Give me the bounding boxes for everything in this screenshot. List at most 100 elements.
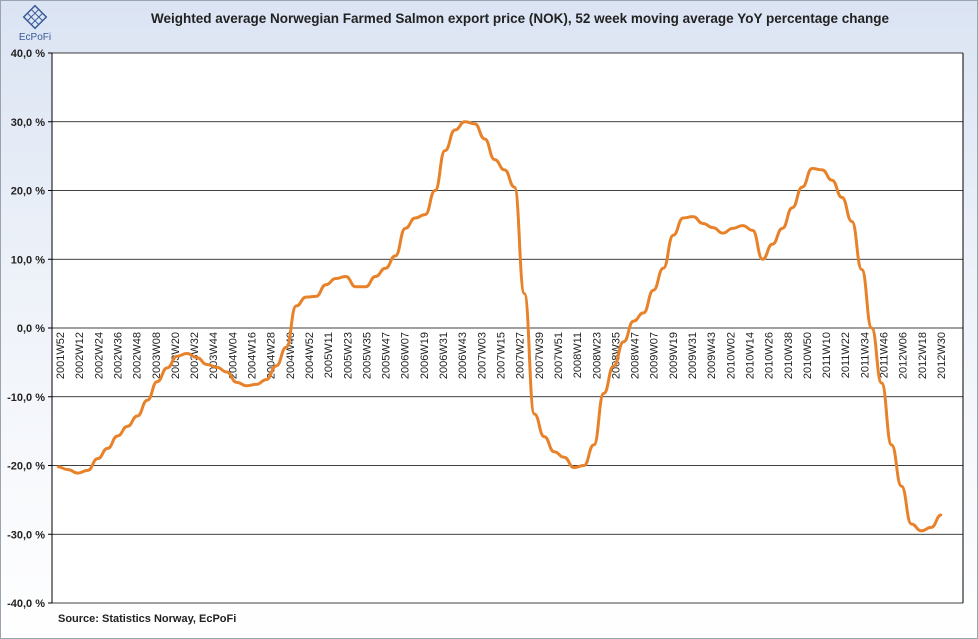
data-point xyxy=(56,465,60,469)
y-tick-label: -10,0 % xyxy=(7,392,45,404)
data-point xyxy=(771,242,774,246)
y-tick-label: 40,0 % xyxy=(11,48,45,60)
data-point xyxy=(562,456,566,459)
x-tick-label: 2005W23 xyxy=(342,332,354,379)
data-point xyxy=(285,346,288,349)
data-point xyxy=(423,213,427,216)
data-point xyxy=(453,128,457,132)
x-tick-label: 2003W32 xyxy=(189,332,201,379)
x-tick-label: 2008W35 xyxy=(610,332,622,379)
data-point xyxy=(294,304,298,308)
x-tick-label: 2007W39 xyxy=(534,332,546,379)
data-point xyxy=(344,275,347,278)
x-tick-label: 2011W22 xyxy=(840,332,852,378)
x-tick-label: 2004W52 xyxy=(304,332,316,379)
data-point xyxy=(374,275,377,278)
data-point xyxy=(721,231,725,235)
x-tick-label: 2002W48 xyxy=(132,332,144,379)
x-tick-label: 2002W12 xyxy=(74,332,86,379)
data-point xyxy=(354,285,357,288)
y-tick-label: 0,0 % xyxy=(17,323,45,335)
data-point xyxy=(414,216,417,220)
data-point xyxy=(900,484,903,488)
gridlines xyxy=(52,52,963,604)
x-tick-label: 2001W52 xyxy=(55,332,67,379)
x-tick-label: 2010W02 xyxy=(725,332,737,379)
data-point xyxy=(443,149,447,152)
x-tick-label: 2009W31 xyxy=(687,332,699,379)
y-tick-label: -30,0 % xyxy=(7,529,45,541)
data-point xyxy=(66,468,70,471)
data-point xyxy=(543,435,546,438)
x-tick-label: 2010W14 xyxy=(744,332,756,379)
data-point xyxy=(672,233,675,237)
data-point xyxy=(642,311,645,315)
data-point xyxy=(235,381,238,384)
data-point xyxy=(612,364,615,368)
data-point xyxy=(622,340,625,343)
x-tick-label: 2006W07 xyxy=(400,332,412,379)
chart-title: Weighted average Norwegian Farmed Salmon… xyxy=(151,11,889,26)
x-tick-label: 2003W44 xyxy=(208,332,220,379)
data-point xyxy=(552,450,556,453)
x-tick-label: 2010W50 xyxy=(802,332,814,379)
data-point xyxy=(582,464,586,467)
data-point xyxy=(76,471,80,475)
x-tick-label: 2008W23 xyxy=(591,332,603,379)
y-tick-label: -40,0 % xyxy=(7,598,45,610)
series-layer xyxy=(56,120,943,533)
data-point xyxy=(632,319,635,323)
x-tick-label: 2007W03 xyxy=(476,332,488,379)
data-point xyxy=(513,185,516,189)
x-tick-label: 2004W04 xyxy=(227,332,239,379)
data-point xyxy=(195,356,199,359)
data-point xyxy=(473,122,476,126)
data-point xyxy=(572,466,576,469)
logo-graphic-icon xyxy=(22,4,48,30)
data-point xyxy=(493,158,496,161)
x-tick-label: 2012W06 xyxy=(898,332,910,379)
y-tick-label: 30,0 % xyxy=(11,117,45,129)
data-point xyxy=(146,398,149,402)
data-point xyxy=(175,354,179,358)
data-point xyxy=(364,285,367,288)
data-point xyxy=(830,178,834,182)
data-point xyxy=(245,384,248,387)
data-point xyxy=(205,363,209,366)
data-point xyxy=(275,364,278,368)
x-tick-label: 2012W18 xyxy=(917,332,929,379)
data-point xyxy=(384,266,387,270)
data-point xyxy=(225,370,228,374)
ecpofi-logo: EcPoFi xyxy=(6,4,64,44)
x-tick-label: 2005W47 xyxy=(381,332,393,379)
data-point xyxy=(404,227,407,230)
data-point xyxy=(602,392,605,395)
x-tick-label: 2003W08 xyxy=(151,332,163,379)
data-point xyxy=(701,222,705,225)
data-point xyxy=(126,425,129,428)
data-point xyxy=(910,522,913,526)
data-point xyxy=(652,288,655,292)
data-point xyxy=(850,220,854,223)
x-tick-label: 2002W36 xyxy=(112,332,124,379)
data-point xyxy=(463,120,467,123)
y-tick-label: -20,0 % xyxy=(7,461,45,473)
data-point xyxy=(731,227,734,230)
x-tick-label: 2005W35 xyxy=(361,332,373,379)
data-point xyxy=(751,229,754,232)
data-point xyxy=(503,168,506,172)
logo-text: EcPoFi xyxy=(18,32,52,43)
data-point xyxy=(334,277,338,280)
data-point xyxy=(116,434,119,438)
data-point xyxy=(880,381,883,385)
y-tick-label: 10,0 % xyxy=(11,254,45,266)
data-point xyxy=(86,469,89,472)
x-tick-label: 2011W10 xyxy=(821,332,833,378)
x-tick-label: 2009W07 xyxy=(649,332,661,379)
data-point xyxy=(939,513,943,517)
x-tick-label: 2007W51 xyxy=(553,332,565,379)
data-point xyxy=(681,216,685,220)
x-tick-label: 2007W15 xyxy=(496,332,508,379)
x-tick-label: 2010W26 xyxy=(764,332,776,379)
source-note: Source: Statistics Norway, EcPoFi xyxy=(58,613,237,625)
